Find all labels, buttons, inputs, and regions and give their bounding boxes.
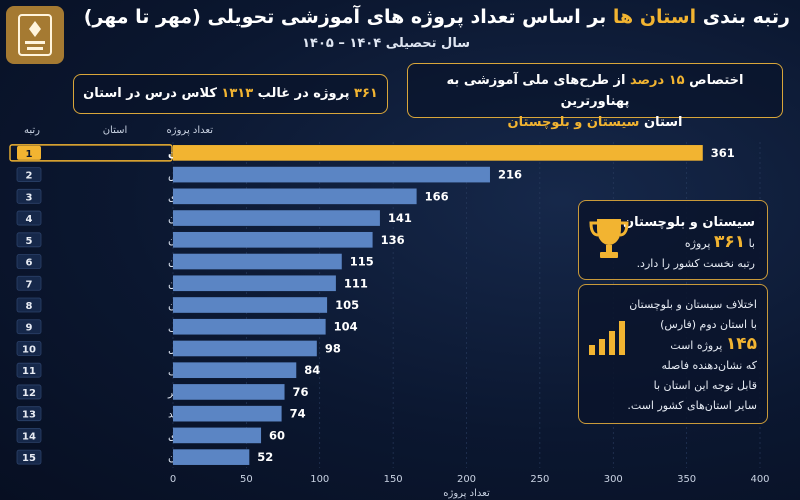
bar: [173, 145, 703, 161]
x-tick-label: 400: [750, 474, 769, 485]
top-rank-box: سیستان و بلوچستان با ۳۶۱ پروژه رتبه نخست…: [578, 200, 768, 280]
side-rank-line: رتبه نخست کشور را دارد.: [636, 257, 755, 270]
bar: [173, 253, 342, 270]
rank-badge: [16, 232, 42, 248]
bar: [173, 210, 380, 226]
rank-label: 14: [22, 431, 36, 442]
bar: [173, 405, 282, 422]
rank-badge: [16, 297, 42, 313]
x-tick-label: 50: [240, 474, 253, 485]
gap-line-5: قابل توجه این استان با: [653, 379, 757, 392]
rank-badge: [16, 167, 42, 183]
title-highlight: استان ها: [612, 6, 697, 28]
province-column-header: استان: [103, 125, 128, 136]
rank-badge: [16, 188, 42, 204]
projects-note: ۳۶۱ پروژه در غالب ۱۳۱۳ کلاس درس در استان: [73, 74, 388, 114]
bar: [173, 384, 285, 400]
allocation-note: اختصاص ۱۵ درصد از طرح‌های ملی آموزشی به …: [407, 63, 783, 130]
rank-label: 8: [26, 301, 33, 312]
value-column-header: تعداد پروژه: [167, 125, 214, 136]
bar: [173, 275, 336, 292]
trophy-icon: [589, 219, 629, 258]
emblem-logo: [6, 6, 64, 64]
rank-label: 3: [26, 192, 33, 203]
rank-label: 5: [26, 236, 33, 247]
rank-badge: [16, 449, 42, 465]
top-row-highlight: [9, 144, 173, 162]
bar: [173, 318, 326, 335]
gap-line-6: سایر استان‌های کشور است.: [627, 399, 757, 412]
rank-badge: [16, 384, 42, 400]
bar: [173, 297, 328, 313]
rank-label: 9: [26, 323, 33, 334]
emblem-icon: [18, 14, 52, 56]
side-count-line: با ۳۶۱ پروژه: [684, 232, 755, 252]
x-tick-label: 250: [530, 474, 549, 485]
page-subtitle: سال تحصیلی ۱۴۰۴ – ۱۴۰۵: [302, 36, 470, 51]
value-label: 52: [257, 450, 273, 464]
value-label: 84: [304, 363, 320, 377]
x-tick-label: 0: [170, 474, 176, 485]
value-label: 136: [381, 233, 405, 247]
rank-badge: [16, 319, 42, 335]
value-label: 216: [498, 168, 522, 182]
bar: [173, 449, 250, 465]
bar: [173, 231, 373, 248]
bar: [173, 340, 317, 357]
rank-label: 2: [26, 171, 33, 182]
rank-label: 7: [26, 279, 33, 290]
bar: [173, 188, 417, 205]
gap-line-2: با استان دوم (فارس): [660, 318, 757, 331]
rank-label: 10: [22, 344, 36, 355]
rank-badge: [16, 210, 42, 226]
growth-chart-icon: [589, 321, 625, 355]
rank-label: 1: [26, 149, 33, 160]
gap-line-1: اختلاف سیستان و بلوچستان: [629, 298, 757, 311]
rank-badge: [16, 427, 42, 443]
rank-badge: [17, 145, 41, 160]
value-label: 74: [290, 407, 306, 421]
value-label: 115: [350, 255, 374, 269]
rank-label: 11: [22, 366, 36, 377]
gap-line-4: که نشان‌دهنده فاصله: [661, 359, 757, 372]
rank-badge: [16, 254, 42, 269]
x-axis-label: تعداد پروژه: [443, 488, 490, 499]
value-label: 76: [293, 385, 309, 399]
rank-column-header: رتبه: [24, 125, 40, 136]
value-label: 111: [344, 276, 368, 290]
page-title: رتبه بندی استان ها بر اساس تعداد پروژه ه…: [83, 6, 790, 28]
rank-label: 15: [22, 453, 36, 464]
rank-badge: [16, 275, 42, 291]
x-tick-label: 150: [384, 474, 403, 485]
x-tick-label: 100: [310, 474, 329, 485]
rank-badge: [16, 406, 42, 422]
x-tick-label: 350: [677, 474, 696, 485]
rank-badge: [16, 341, 42, 356]
x-tick-label: 300: [604, 474, 623, 485]
bar: [173, 362, 297, 379]
value-label: 104: [334, 320, 358, 334]
gap-box: اختلاف سیستان و بلوچستان با استان دوم (ف…: [578, 284, 768, 424]
rank-label: 12: [22, 388, 36, 399]
bar: [173, 427, 262, 444]
rank-label: 6: [26, 258, 33, 269]
value-label: 60: [269, 428, 285, 442]
value-label: 166: [425, 189, 449, 203]
rank-label: 4: [26, 214, 33, 225]
bar: [173, 166, 490, 183]
x-tick-label: 200: [457, 474, 476, 485]
value-label: 361: [711, 146, 735, 160]
side-province-name: سیستان و بلوچستان: [623, 215, 755, 230]
value-label: 98: [325, 341, 341, 355]
value-label: 141: [388, 211, 412, 225]
rank-badge: [16, 362, 42, 378]
rank-label: 13: [22, 410, 36, 421]
gap-count-line: ۱۴۵ پروژه است: [670, 334, 757, 354]
value-label: 105: [335, 298, 359, 312]
